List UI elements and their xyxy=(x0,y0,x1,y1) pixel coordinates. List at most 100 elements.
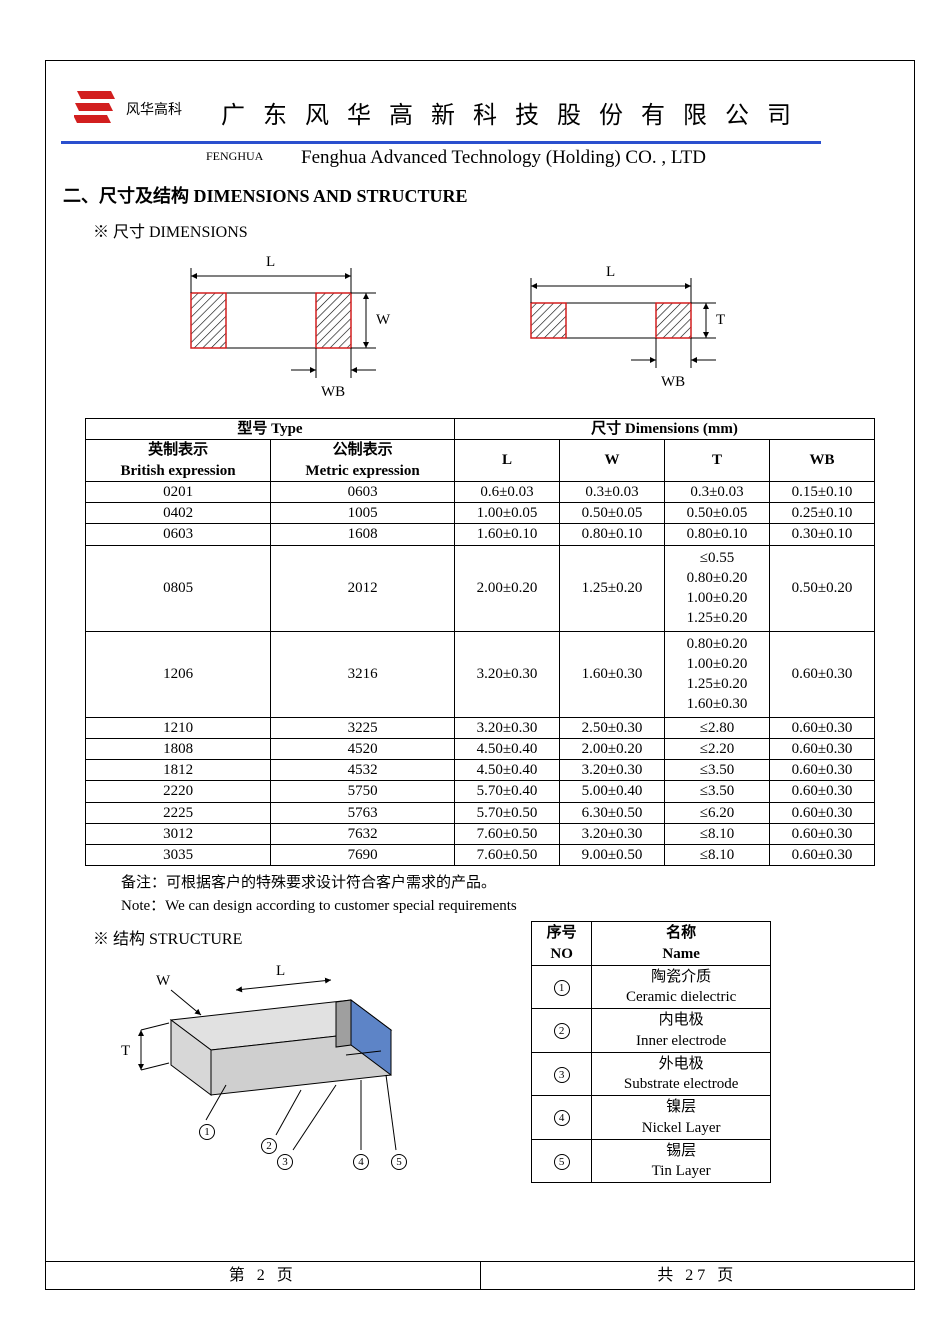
table-cell: 5763 xyxy=(271,802,455,823)
dimensions-table: 型号 Type 尺寸 Dimensions (mm) 英制表示British e… xyxy=(85,418,875,866)
structure-no-cell: 4 xyxy=(532,1096,592,1140)
table-cell: 0.60±0.30 xyxy=(770,802,875,823)
table-cell: 0.3±0.03 xyxy=(665,481,770,502)
page-content: 二、尺寸及结构 DIMENSIONS AND STRUCTURE ※ 尺寸 DI… xyxy=(46,182,914,1183)
callout-5: 5 xyxy=(391,1154,407,1170)
structure-no-cell: 2 xyxy=(532,1009,592,1053)
dimensions-subheading: ※ 尺寸 DIMENSIONS xyxy=(93,218,899,242)
table-row: 303576907.60±0.509.00±0.50≤8.100.60±0.30 xyxy=(86,845,875,866)
table-cell: 0805 xyxy=(86,545,271,631)
label-L: L xyxy=(266,254,275,270)
table-cell: ≤0.55 0.80±0.20 1.00±0.20 1.25±0.20 xyxy=(665,545,770,631)
table-cell: 0.60±0.30 xyxy=(770,781,875,802)
table-cell: 0.25±0.10 xyxy=(770,503,875,524)
table-cell: ≤3.50 xyxy=(665,760,770,781)
table-cell: 0402 xyxy=(86,503,271,524)
table-cell: 2.50±0.30 xyxy=(560,717,665,738)
th-T: T xyxy=(665,440,770,482)
table-cell: 0.80±0.10 xyxy=(665,524,770,545)
th-metric: 公制表示Metric expression xyxy=(271,440,455,482)
footer-page-total: 共 27 页 xyxy=(481,1262,915,1289)
label-structure-T: T xyxy=(121,1043,130,1059)
table-cell: 0.60±0.30 xyxy=(770,760,875,781)
structure-no-cell: 1 xyxy=(532,965,592,1009)
table-cell: 0603 xyxy=(271,481,455,502)
logo-text-cn: 风华高科 xyxy=(126,99,182,119)
table-cell: 0.80±0.20 1.00±0.20 1.25±0.20 1.60±0.30 xyxy=(665,631,770,717)
th-dims-group: 尺寸 Dimensions (mm) xyxy=(455,419,875,440)
table-cell: 1812 xyxy=(86,760,271,781)
table-cell: 7.60±0.50 xyxy=(455,845,560,866)
table-cell: 4.50±0.40 xyxy=(455,738,560,759)
table-cell: ≤8.10 xyxy=(665,823,770,844)
st-head-name: 名称Name xyxy=(592,922,771,966)
table-row: 080520122.00±0.201.25±0.20≤0.55 0.80±0.2… xyxy=(86,545,875,631)
table-cell: 4520 xyxy=(271,738,455,759)
table-cell: 3216 xyxy=(271,631,455,717)
th-british: 英制表示British expression xyxy=(86,440,271,482)
table-cell: 3012 xyxy=(86,823,271,844)
table-cell: 9.00±0.50 xyxy=(560,845,665,866)
table-cell: 2225 xyxy=(86,802,271,823)
table-cell: 0.30±0.10 xyxy=(770,524,875,545)
table-row: 301276327.60±0.503.20±0.30≤8.100.60±0.30 xyxy=(86,823,875,844)
table-cell: 1.00±0.05 xyxy=(455,503,560,524)
table-cell: 0.3±0.03 xyxy=(560,481,665,502)
callout-3: 3 xyxy=(277,1154,293,1170)
page-frame: 风华高科 广 东 风 华 高 新 科 技 股 份 有 限 公 司 FENGHUA… xyxy=(45,60,915,1290)
table-row: 121032253.20±0.302.50±0.30≤2.800.60±0.30 xyxy=(86,717,875,738)
table-cell: 1206 xyxy=(86,631,271,717)
table-cell: 4.50±0.40 xyxy=(455,760,560,781)
structure-name-cell: 锡层 Tin Layer xyxy=(592,1139,771,1183)
table-cell: 1005 xyxy=(271,503,455,524)
structure-name-cell: 外电极 Substrate electrode xyxy=(592,1052,771,1096)
structure-name-cell: 内电极 Inner electrode xyxy=(592,1009,771,1053)
table-cell: ≤3.50 xyxy=(665,781,770,802)
table-cell: 7632 xyxy=(271,823,455,844)
company-logo-icon xyxy=(74,89,116,125)
label-structure-L: L xyxy=(276,963,285,979)
table-cell: 3225 xyxy=(271,717,455,738)
table-cell: 1.25±0.20 xyxy=(560,545,665,631)
table-cell: 5.70±0.50 xyxy=(455,802,560,823)
table-cell: 1210 xyxy=(86,717,271,738)
table-cell: 5.70±0.40 xyxy=(455,781,560,802)
table-row: 040210051.00±0.050.50±0.050.50±0.050.25±… xyxy=(86,503,875,524)
header-divider xyxy=(61,141,821,144)
table-cell: 2012 xyxy=(271,545,455,631)
table-cell: 0.60±0.30 xyxy=(770,823,875,844)
structure-diagram: W L T xyxy=(61,955,441,1165)
fenghua-label-en: FENGHUA xyxy=(206,149,263,164)
table-row: 060316081.60±0.100.80±0.100.80±0.100.30±… xyxy=(86,524,875,545)
label-WB: WB xyxy=(321,384,345,400)
section-title: 二、尺寸及结构 DIMENSIONS AND STRUCTURE xyxy=(63,182,899,208)
callout-4: 4 xyxy=(353,1154,369,1170)
table-cell: 0.6±0.03 xyxy=(455,481,560,502)
table-cell: 1.60±0.10 xyxy=(455,524,560,545)
table-cell: 2.00±0.20 xyxy=(455,545,560,631)
table-cell: 0.15±0.10 xyxy=(770,481,875,502)
structure-table: 序号NO 名称Name 1陶瓷介质 Ceramic dielectric2内电极… xyxy=(531,921,771,1183)
table-cell: 2.00±0.20 xyxy=(560,738,665,759)
table-cell: 0.50±0.05 xyxy=(665,503,770,524)
note-en: Note：We can design according to customer… xyxy=(121,895,899,918)
table-cell: 0.60±0.30 xyxy=(770,631,875,717)
dimension-diagram-top: L W WB xyxy=(141,248,401,408)
table-cell: 0201 xyxy=(86,481,271,502)
table-cell: 0.50±0.05 xyxy=(560,503,665,524)
table-cell: ≤6.20 xyxy=(665,802,770,823)
page-footer: 第 2 页 共 27 页 xyxy=(46,1261,914,1289)
table-cell: 7690 xyxy=(271,845,455,866)
structure-name-cell: 镍层 Nickel Layer xyxy=(592,1096,771,1140)
table-cell: 3.20±0.30 xyxy=(560,760,665,781)
table-row: 181245324.50±0.403.20±0.30≤3.500.60±0.30 xyxy=(86,760,875,781)
table-row: 3外电极 Substrate electrode xyxy=(532,1052,771,1096)
label-T: T xyxy=(716,312,725,328)
note-cn: 备注：可根据客户的特殊要求设计符合客户需求的产品。 xyxy=(121,872,899,895)
table-cell: 0603 xyxy=(86,524,271,545)
dimension-diagrams: L W WB L xyxy=(141,248,899,408)
table-cell: ≤2.80 xyxy=(665,717,770,738)
label-structure-W: W xyxy=(156,973,171,989)
label-L2: L xyxy=(606,264,615,280)
table-row: 020106030.6±0.030.3±0.030.3±0.030.15±0.1… xyxy=(86,481,875,502)
